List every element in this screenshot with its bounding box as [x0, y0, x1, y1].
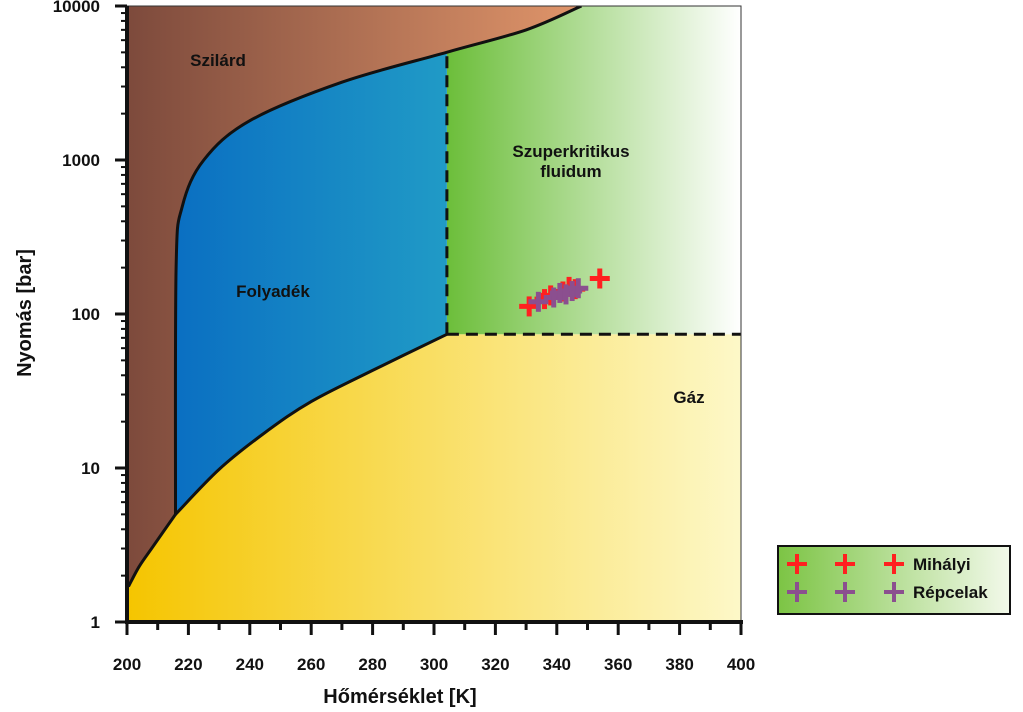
legend-label-repcelak: Répcelak: [913, 583, 988, 602]
sublimation-curve: [127, 513, 177, 588]
legend-marker-mihalyi: [835, 554, 855, 574]
x-tick-label: 380: [665, 655, 693, 674]
x-tick-label: 340: [543, 655, 571, 674]
legend-marker-mihalyi: [884, 554, 904, 574]
y-tick-label: 100: [72, 305, 100, 324]
x-tick-label: 200: [113, 655, 141, 674]
region-label-solid: Szilárd: [190, 51, 246, 70]
x-tick-label: 300: [420, 655, 448, 674]
region-label-gas: Gáz: [673, 388, 704, 407]
region-label-liquid: Folyadék: [236, 282, 310, 301]
y-tick-label: 10000: [53, 0, 100, 16]
legend-marker-repcelak: [835, 582, 855, 602]
y-tick-label: 1000: [62, 151, 100, 170]
data-point-repcelak: [528, 291, 549, 312]
legend-marker-mihalyi: [787, 554, 807, 574]
x-tick-label: 280: [358, 655, 386, 674]
legend-markers: [787, 554, 904, 602]
liquid-region: [175, 6, 582, 515]
x-axis-ticks: 200 220 240 260 280 300 320 340 360 380 400: [113, 622, 755, 674]
legend: Mihályi Répcelak: [777, 545, 1011, 615]
region-label-supercritical: Szuperkritikus fluidum: [512, 142, 629, 181]
y-tick-label: 10: [81, 459, 100, 478]
y-tick-label: 1: [91, 613, 100, 632]
x-tick-label: 220: [174, 655, 202, 674]
data-points: [519, 268, 610, 317]
x-axis-title: Hőmérséklet [K]: [323, 686, 476, 708]
supercritical-region: [446, 6, 741, 335]
melting-curve: [173, 6, 582, 515]
x-tick-label: 400: [727, 655, 755, 674]
x-tick-label: 240: [236, 655, 264, 674]
gas-region: [127, 334, 741, 622]
vaporization-curve: [174, 332, 448, 516]
y-axis-title: Nyomás [bar]: [14, 249, 36, 377]
x-tick-label: 320: [481, 655, 509, 674]
data-point-repcelak: [549, 282, 570, 303]
x-tick-label: 260: [297, 655, 325, 674]
data-point-repcelak: [568, 278, 589, 299]
legend-label-mihalyi: Mihályi: [913, 555, 971, 574]
solid-region: [127, 6, 582, 587]
y-axis-ticks: 1 10 100 1000 10000: [53, 0, 127, 632]
legend-marker-repcelak: [884, 582, 904, 602]
legend-marker-repcelak: [787, 582, 807, 602]
data-point-mihalyi: [589, 268, 610, 289]
x-tick-label: 360: [604, 655, 632, 674]
